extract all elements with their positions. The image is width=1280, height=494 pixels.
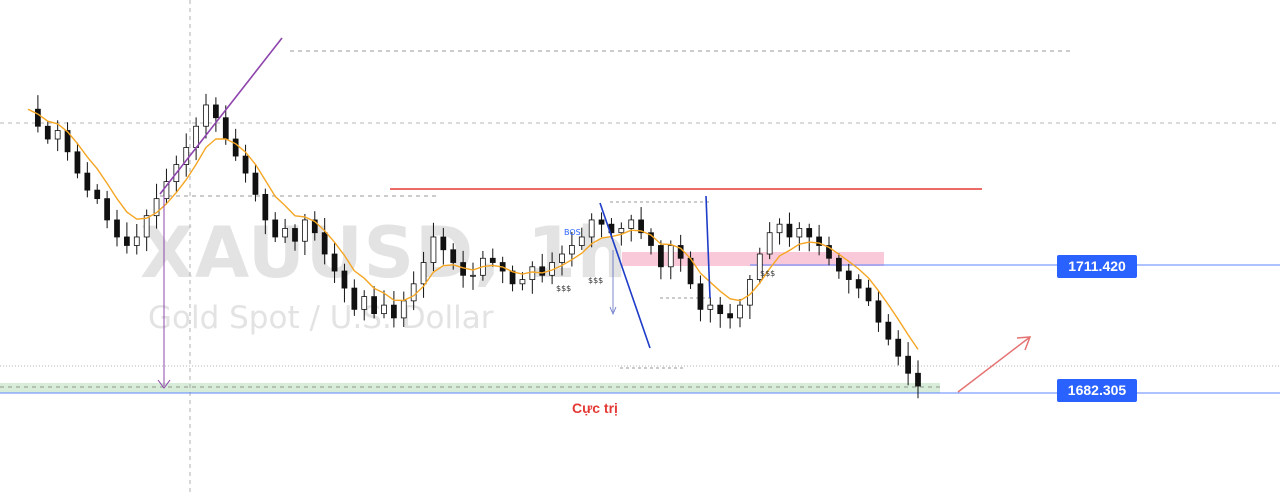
candle-body [84,172,91,191]
candle-body [64,130,71,153]
candle-body [638,219,644,234]
candle-body [766,232,773,255]
candle-body [381,304,387,315]
liquidity-mark: $$$ [760,269,776,278]
candle-body [470,274,476,277]
candle-body [371,296,377,315]
candle-body [203,104,209,127]
candle-body [628,219,635,229]
ema-line [27,108,919,350]
candle-body [44,125,51,140]
candle-body [895,338,902,357]
candle-body [262,193,269,221]
candle-body [559,253,565,263]
candle-body [410,283,417,302]
price-label-lower[interactable]: 1682.305 [1057,379,1137,402]
candle-body [450,249,457,263]
candle-body [302,219,308,242]
candle-body [94,189,101,200]
candle-body [826,245,832,259]
candle-body [539,266,546,276]
candle-body [213,104,219,119]
candle-body [489,257,496,263]
candle-body [74,151,81,174]
candle-body [806,228,813,238]
candle-body [905,355,911,374]
candle-body [341,270,348,289]
liquidity-mark: $$$ [556,284,572,293]
candle-body [133,236,140,246]
candle-body [578,236,585,246]
move-arrowhead [609,306,617,316]
candle-body [361,296,368,310]
candle-body [321,232,328,255]
impulse-down-leg [705,195,711,299]
candle-body [756,253,763,280]
support-zone [0,383,940,393]
candle-body [776,223,783,234]
candle-body [796,228,803,238]
candle-body [331,253,338,272]
projection-arrowhead [1016,336,1032,351]
symbol-watermark: XAUUSD, 1h [140,212,628,294]
candle-body [845,270,852,280]
candle-body [311,219,318,234]
candle-body [391,304,397,319]
candle-body [618,228,625,234]
candle-body [54,130,61,140]
impulse-trendline [159,37,283,195]
candle-body [737,304,743,319]
liquidity-mark: $$$ [588,276,604,285]
candle-body [697,283,704,310]
projection-arrow [957,336,1031,393]
candle-body [222,117,229,140]
candle-body [292,228,298,242]
candle-body [400,300,407,319]
candle-body [836,257,842,272]
candle-body [35,108,41,127]
candle-body [707,304,714,310]
impulse-down-leg [599,202,651,349]
candle-body [114,219,120,238]
candle-body [232,138,239,157]
candle-body [272,219,279,238]
candle-body [865,287,872,302]
candle-body [124,236,130,246]
candle-body [153,198,160,217]
candle-body [430,236,437,263]
candle-body [351,287,358,310]
measure-arrowhead [157,379,171,389]
candle-body [252,172,259,195]
candle-body [588,219,595,238]
candle-body [460,262,466,276]
candle-body [816,236,822,246]
candle-body [667,245,674,268]
extreme-zone-label: Cực trị [572,400,618,416]
price-label-upper[interactable]: 1711.420 [1057,255,1137,278]
candle-body [598,219,605,225]
candle-body [282,228,288,238]
candle-body [885,321,892,340]
bos-label: BOS [564,228,581,237]
candle-body [717,304,724,315]
candle-body [569,245,575,255]
candle-body [143,215,150,238]
candle-body [727,313,733,319]
candle-body [875,300,882,323]
candle-body [786,223,793,238]
candle-body [658,245,664,268]
description-watermark: Gold Spot / U.S. Dollar [148,300,494,336]
candle-body [440,236,447,251]
candle-body [915,372,921,387]
candle-body [648,232,654,246]
candle-body [242,155,249,174]
candle-body [104,198,110,221]
candle-body [509,270,516,285]
candle-body [420,262,427,285]
candle-body [529,266,536,280]
candle-body [519,279,526,285]
candle-body [855,279,862,289]
